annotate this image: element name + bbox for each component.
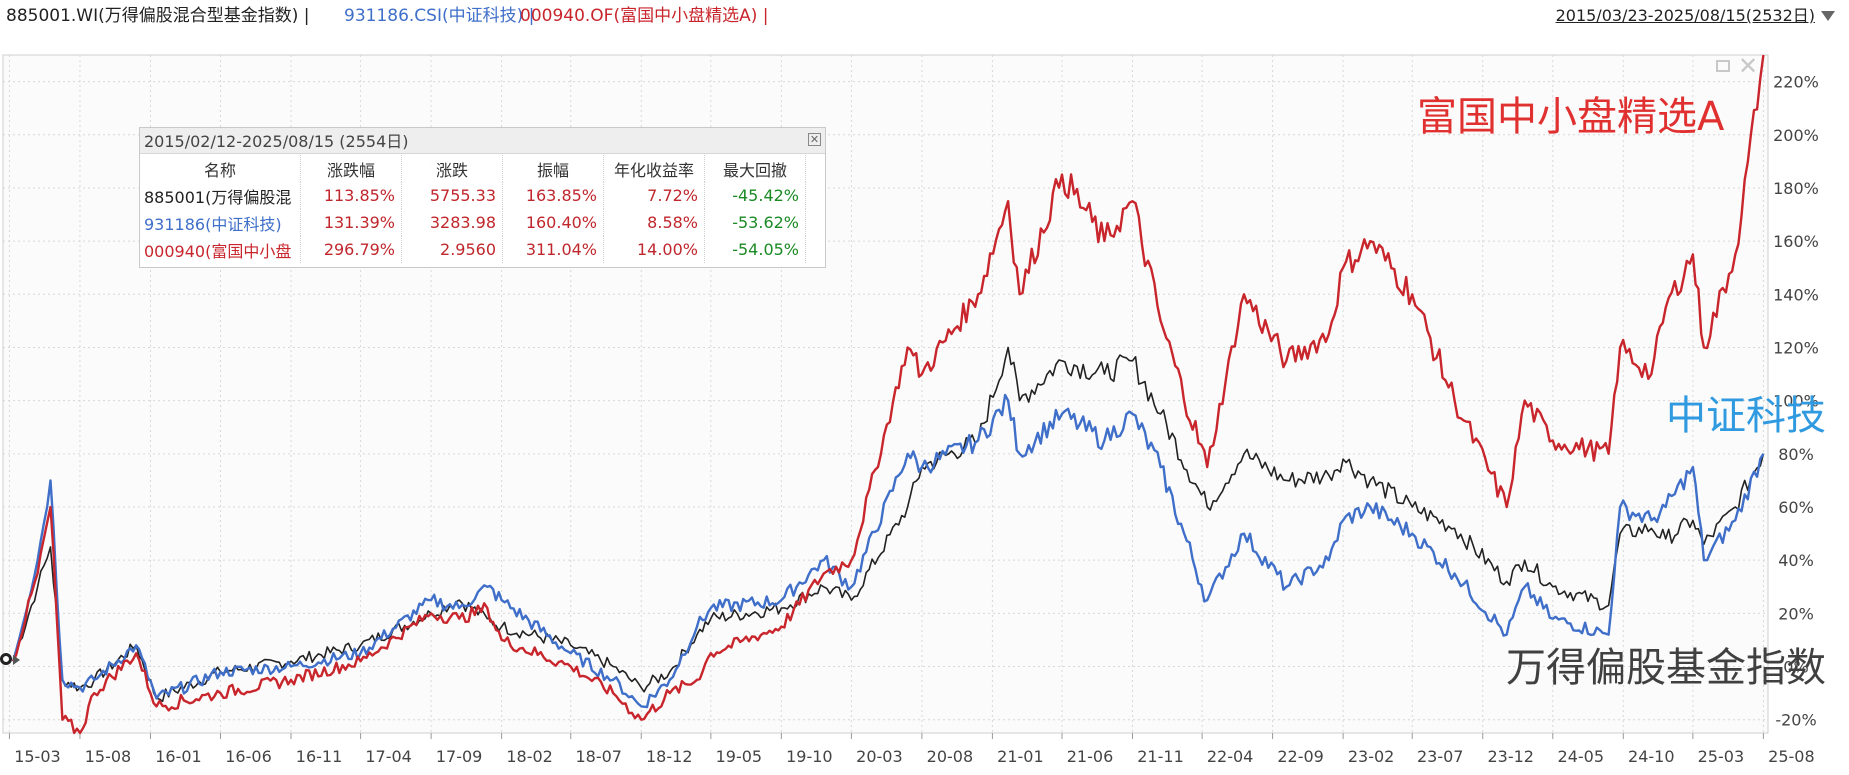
- col-header: 涨跌: [401, 155, 503, 182]
- x-tick-label: 15-03: [14, 747, 61, 766]
- row-name: 885001(万得偏股混: [140, 182, 301, 209]
- stats-table: 名称 涨跌幅 涨跌 振幅 年化收益率 最大回撤 885001(万得偏股混 113…: [140, 155, 806, 263]
- close-icon[interactable]: ✕: [1738, 52, 1759, 80]
- axes: -20% 0% 20% 40% 60% 80% 100% 120% 140% 160% 180% 20…: [8, 73, 1819, 766]
- series-b-label[interactable]: 931186.CSI(中证科技) |: [344, 6, 535, 26]
- col-header: 年化收益率: [603, 155, 705, 182]
- start-arrow-icon: [13, 655, 20, 665]
- x-tick-label: 19-10: [786, 747, 833, 766]
- annual-return: 7.72%: [603, 182, 705, 209]
- x-tick-label: 20-03: [856, 747, 903, 766]
- table-row[interactable]: 931186(中证科技) 131.39% 3283.98 160.40% 8.5…: [140, 209, 806, 236]
- x-tick-label: 18-12: [646, 747, 693, 766]
- change: 2.9560: [401, 236, 503, 263]
- change-pct: 113.85%: [300, 182, 402, 209]
- y-tick-label: 0%: [1783, 658, 1808, 677]
- max-drawdown: -45.42%: [704, 182, 806, 209]
- series-line-2: [11, 393, 1765, 709]
- change-pct: 131.39%: [300, 209, 402, 236]
- x-tick-label: 16-01: [155, 747, 202, 766]
- annotation-fuguo: 富国中小盘精选A: [1417, 94, 1725, 140]
- y-tick-label: 80%: [1778, 445, 1814, 464]
- x-tick-label: 21-06: [1067, 747, 1114, 766]
- col-header: 振幅: [502, 155, 604, 182]
- max-drawdown: -53.62%: [704, 209, 806, 236]
- x-tick-label: 16-06: [225, 747, 272, 766]
- x-tick-label: 21-01: [997, 747, 1044, 766]
- x-tick-label: 19-05: [716, 747, 763, 766]
- chart-header: 885001.WI(万得偏股混合型基金指数) | 931186.CSI(中证科技…: [0, 0, 1849, 30]
- annual-return: 8.58%: [603, 209, 705, 236]
- series-lines: [11, 54, 1765, 735]
- y-tick-label: 20%: [1778, 604, 1814, 623]
- y-tick-label: 60%: [1778, 498, 1814, 517]
- series-a-label[interactable]: 885001.WI(万得偏股混合型基金指数) |: [6, 6, 310, 26]
- amplitude: 311.04%: [502, 236, 604, 263]
- y-tick-label: 200%: [1773, 126, 1819, 145]
- annotation-csi-tech: 中证科技: [1666, 393, 1826, 439]
- x-tick-label: 18-02: [506, 747, 553, 766]
- x-tick-label: 17-04: [365, 747, 412, 766]
- x-tick-label: 24-05: [1558, 747, 1605, 766]
- col-header: 涨跌幅: [300, 155, 402, 182]
- close-icon[interactable]: ✕: [808, 133, 821, 146]
- date-range-link[interactable]: 2015/03/23-2025/08/15(2532日): [1555, 6, 1815, 25]
- y-tick-label: 140%: [1773, 285, 1819, 304]
- y-tick-label: 40%: [1778, 551, 1814, 570]
- x-tick-label: 21-11: [1137, 747, 1184, 766]
- stats-panel[interactable]: 2015/02/12-2025/08/15 (2554日) ✕ 名称 涨跌幅 涨…: [139, 127, 826, 268]
- y-tick-label: 120%: [1773, 338, 1819, 357]
- x-tick-label: 25-08: [1768, 747, 1815, 766]
- series-line-3: [12, 54, 1765, 735]
- x-tick-label: 25-03: [1698, 747, 1745, 766]
- x-tick-label: 15-08: [85, 747, 132, 766]
- row-name: 931186(中证科技): [140, 209, 301, 236]
- annotation-wind-index: 万得偏股基金指数: [1506, 645, 1826, 691]
- stats-header-row: 名称 涨跌幅 涨跌 振幅 年化收益率 最大回撤: [140, 155, 806, 182]
- y-tick-label: 220%: [1773, 73, 1819, 92]
- series-c-label[interactable]: 000940.OF(富国中小盘精选A) |: [520, 6, 769, 26]
- change: 3283.98: [401, 209, 503, 236]
- amplitude: 160.40%: [502, 209, 604, 236]
- max-drawdown: -54.05%: [704, 236, 806, 263]
- col-header: 最大回撤: [704, 155, 806, 182]
- x-tick-label: 20-08: [927, 747, 974, 766]
- x-tick-label: 23-12: [1487, 747, 1534, 766]
- amplitude: 163.85%: [502, 182, 604, 209]
- x-tick-label: 18-07: [575, 747, 622, 766]
- col-header: 名称: [140, 155, 301, 182]
- x-tick-label: 17-09: [436, 747, 483, 766]
- start-marker[interactable]: [0, 653, 12, 665]
- grid: [2, 54, 1769, 734]
- table-row[interactable]: 000940(富国中小盘 296.79% 2.9560 311.04% 14.0…: [140, 236, 806, 263]
- x-tick-label: 24-10: [1628, 747, 1675, 766]
- change: 5755.33: [401, 182, 503, 209]
- y-tick-label: 180%: [1773, 179, 1819, 198]
- x-tick-label: 23-02: [1348, 747, 1395, 766]
- row-name: 000940(富国中小盘: [140, 236, 301, 263]
- stats-panel-title: 2015/02/12-2025/08/15 (2554日): [140, 128, 825, 154]
- restore-icon[interactable]: [1716, 60, 1730, 72]
- annual-return: 14.00%: [603, 236, 705, 263]
- y-tick-label: -20%: [1775, 711, 1816, 730]
- y-tick-label: 100%: [1773, 392, 1819, 411]
- chevron-down-icon[interactable]: [1821, 11, 1835, 21]
- window-controls: ✕: [1716, 52, 1770, 80]
- x-tick-label: 23-07: [1417, 747, 1464, 766]
- y-tick-label: 160%: [1773, 232, 1819, 251]
- x-tick-label: 22-04: [1207, 747, 1254, 766]
- change-pct: 296.79%: [300, 236, 402, 263]
- series-line-1: [12, 346, 1765, 703]
- x-tick-label: 22-09: [1277, 747, 1324, 766]
- table-row[interactable]: 885001(万得偏股混 113.85% 5755.33 163.85% 7.7…: [140, 182, 806, 209]
- x-tick-label: 16-11: [296, 747, 343, 766]
